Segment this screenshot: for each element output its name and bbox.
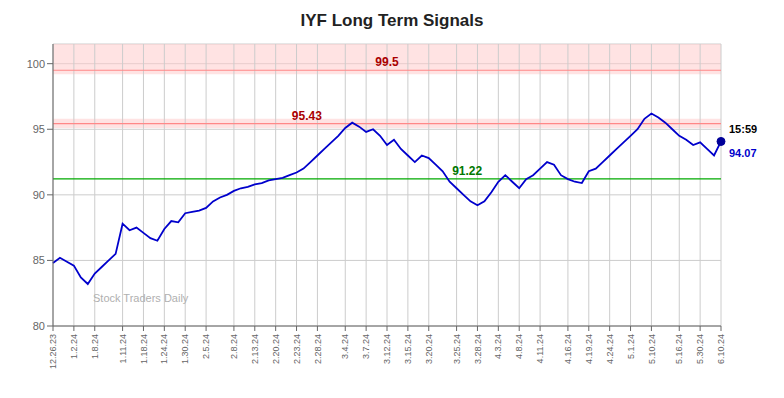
svg-text:4.11.24: 4.11.24 xyxy=(535,334,545,363)
svg-text:3.15.24: 3.15.24 xyxy=(403,334,413,364)
svg-text:5.10.24: 5.10.24 xyxy=(647,334,657,364)
svg-text:6.10.24: 6.10.24 xyxy=(716,334,726,364)
svg-text:5.16.24: 5.16.24 xyxy=(674,334,684,364)
svg-text:2.13.24: 2.13.24 xyxy=(250,334,260,364)
svg-text:1.18.24: 1.18.24 xyxy=(139,334,149,364)
svg-text:3.7.24: 3.7.24 xyxy=(361,334,371,359)
svg-text:4.8.24: 4.8.24 xyxy=(514,334,524,359)
svg-text:1.24.24: 1.24.24 xyxy=(159,334,169,364)
svg-text:12.26.23: 12.26.23 xyxy=(48,334,58,369)
svg-text:1.8.24: 1.8.24 xyxy=(90,334,100,359)
html-text:IYF Long Term Signals: IYF Long Term Signals xyxy=(300,11,484,30)
svg-text:1.11.24: 1.11.24 xyxy=(118,334,128,363)
svg-text:4.16.24: 4.16.24 xyxy=(563,334,573,364)
html-text:Stock Traders Daily: Stock Traders Daily xyxy=(93,292,189,304)
svg-text:95: 95 xyxy=(33,123,45,135)
svg-text:3.20.24: 3.20.24 xyxy=(424,334,434,364)
svg-text:2.28.24: 2.28.24 xyxy=(313,334,323,364)
svg-text:4.24.24: 4.24.24 xyxy=(605,334,615,364)
svg-text:2.20.24: 2.20.24 xyxy=(271,334,281,364)
svg-text:15:59: 15:59 xyxy=(729,123,757,135)
svg-text:100: 100 xyxy=(27,58,45,70)
svg-text:2.23.24: 2.23.24 xyxy=(292,334,302,364)
svg-text:2.8.24: 2.8.24 xyxy=(229,334,239,359)
svg-text:1.30.24: 1.30.24 xyxy=(180,334,190,364)
svg-text:3.12.24: 3.12.24 xyxy=(382,334,392,364)
svg-text:4.19.24: 4.19.24 xyxy=(584,334,594,364)
svg-text:3.4.24: 3.4.24 xyxy=(340,334,350,359)
svg-text:99.5: 99.5 xyxy=(375,55,399,69)
svg-text:85: 85 xyxy=(33,254,45,266)
svg-text:95.43: 95.43 xyxy=(292,109,322,123)
svg-text:4.3.24: 4.3.24 xyxy=(493,334,503,359)
svg-text:1.2.24: 1.2.24 xyxy=(69,334,79,359)
svg-text:91.22: 91.22 xyxy=(452,164,482,178)
svg-text:3.28.24: 3.28.24 xyxy=(473,334,483,364)
svg-text:2.5.24: 2.5.24 xyxy=(201,334,211,359)
svg-text:80: 80 xyxy=(33,320,45,332)
svg-text:5.1.24: 5.1.24 xyxy=(626,334,636,359)
svg-text:3.25.24: 3.25.24 xyxy=(452,334,462,364)
svg-text:90: 90 xyxy=(33,189,45,201)
svg-text:94.07: 94.07 xyxy=(729,147,757,159)
svg-text:5.30.24: 5.30.24 xyxy=(695,334,705,364)
